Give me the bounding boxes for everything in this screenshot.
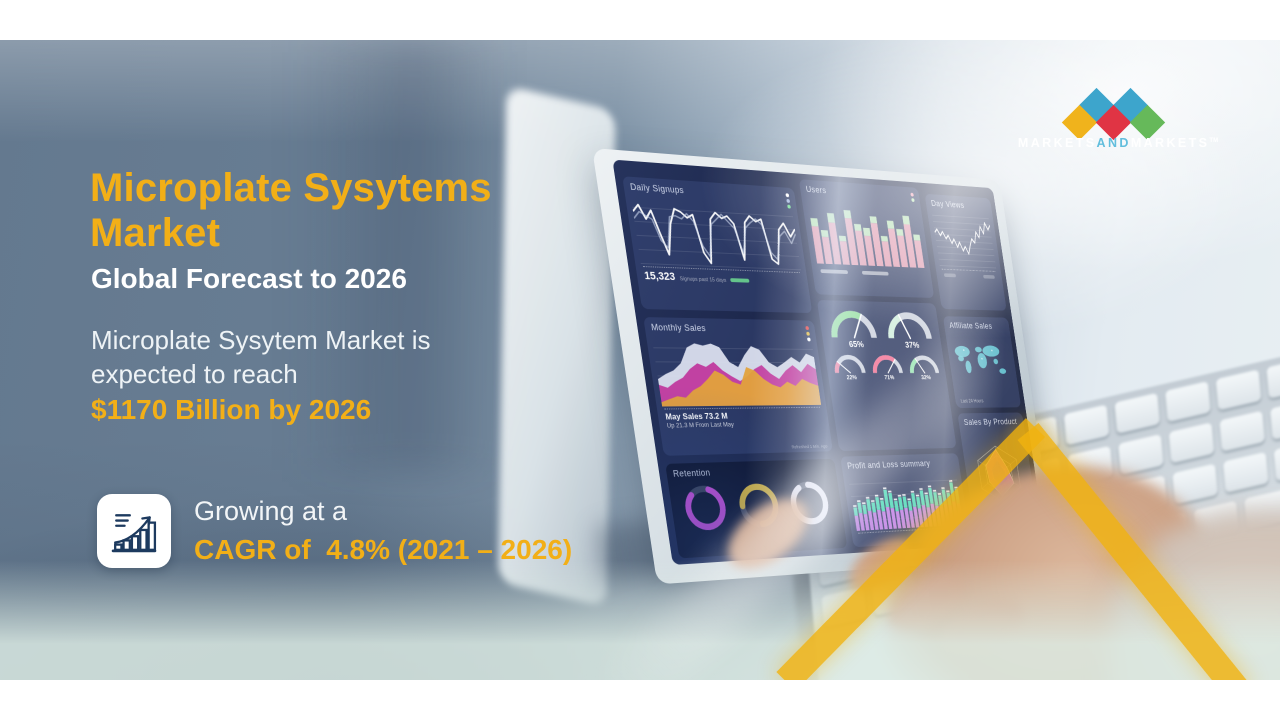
marketsandmarkets-logo: MARKETSANDMARKETSTM bbox=[1008, 84, 1228, 154]
cagr-value: CAGR of 4.8% (2021 – 2026) bbox=[194, 534, 573, 566]
growing-label: Growing at a bbox=[194, 496, 348, 526]
forecast-subtitle: Global Forecast to 2026 bbox=[91, 263, 407, 294]
growth-chart-icon bbox=[97, 494, 171, 568]
market-value-highlight: $1170 Billion by 2026 bbox=[91, 394, 372, 425]
cagr-text: Growing at a CAGR of 4.8% (2021 – 2026) bbox=[194, 494, 572, 566]
logo-wordmark: MARKETSANDMARKETSTM bbox=[1017, 136, 1219, 150]
market-description: Microplate Sysytem Market is expected to… bbox=[91, 325, 431, 389]
page-title: Microplate Sysytems Market bbox=[90, 166, 492, 256]
cagr-block: Growing at a CAGR of 4.8% (2021 – 2026) bbox=[97, 494, 572, 568]
trademark-symbol: TM bbox=[1209, 137, 1219, 144]
